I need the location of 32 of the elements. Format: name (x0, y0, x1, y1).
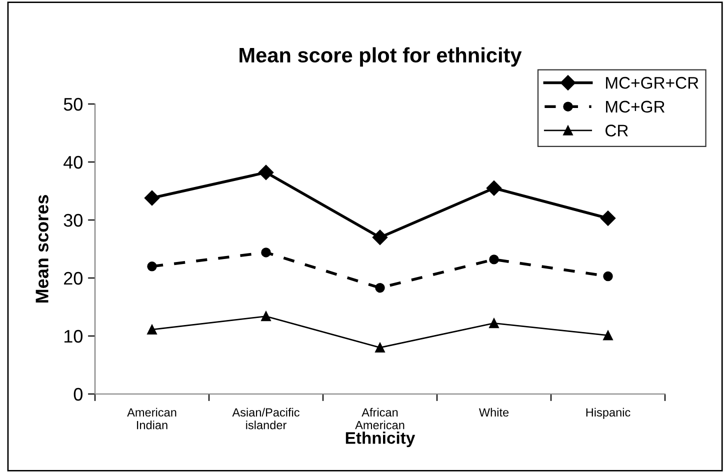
legend-label: MC+GR (606, 100, 665, 113)
x-tick-label: Hispanic (586, 408, 630, 419)
y-tick-label: 0 (74, 388, 82, 401)
x-tick-label: White (478, 408, 509, 417)
point (603, 330, 613, 340)
x-axis-title: Ethnicity (346, 432, 416, 448)
legend-label: MC+GR+CR (606, 76, 698, 89)
point (489, 318, 499, 328)
point (258, 164, 274, 180)
point (261, 311, 271, 322)
point (375, 283, 385, 293)
y-tick-label: 30 (64, 214, 82, 227)
point (600, 210, 616, 226)
y-tick-label: 50 (64, 98, 82, 111)
point (147, 324, 157, 334)
point (144, 190, 160, 206)
point (147, 262, 157, 272)
x-tick-label: Asian/Pacific islander (232, 408, 300, 430)
point (603, 271, 613, 282)
chart-title: Mean score plot for ethnicity (240, 47, 522, 67)
y-tick-label: 20 (64, 272, 82, 285)
point (372, 230, 388, 245)
x-tick-label: American Indian (127, 408, 176, 430)
y-tick-label: 40 (64, 156, 82, 169)
point (375, 342, 385, 352)
y-tick-label: 10 (64, 330, 82, 343)
y-axis-title: Mean scores (36, 195, 48, 302)
x-tick-label: African American (355, 408, 404, 430)
point (261, 248, 271, 258)
point (489, 254, 499, 264)
legend-label: CR (606, 124, 628, 136)
point (486, 180, 502, 196)
